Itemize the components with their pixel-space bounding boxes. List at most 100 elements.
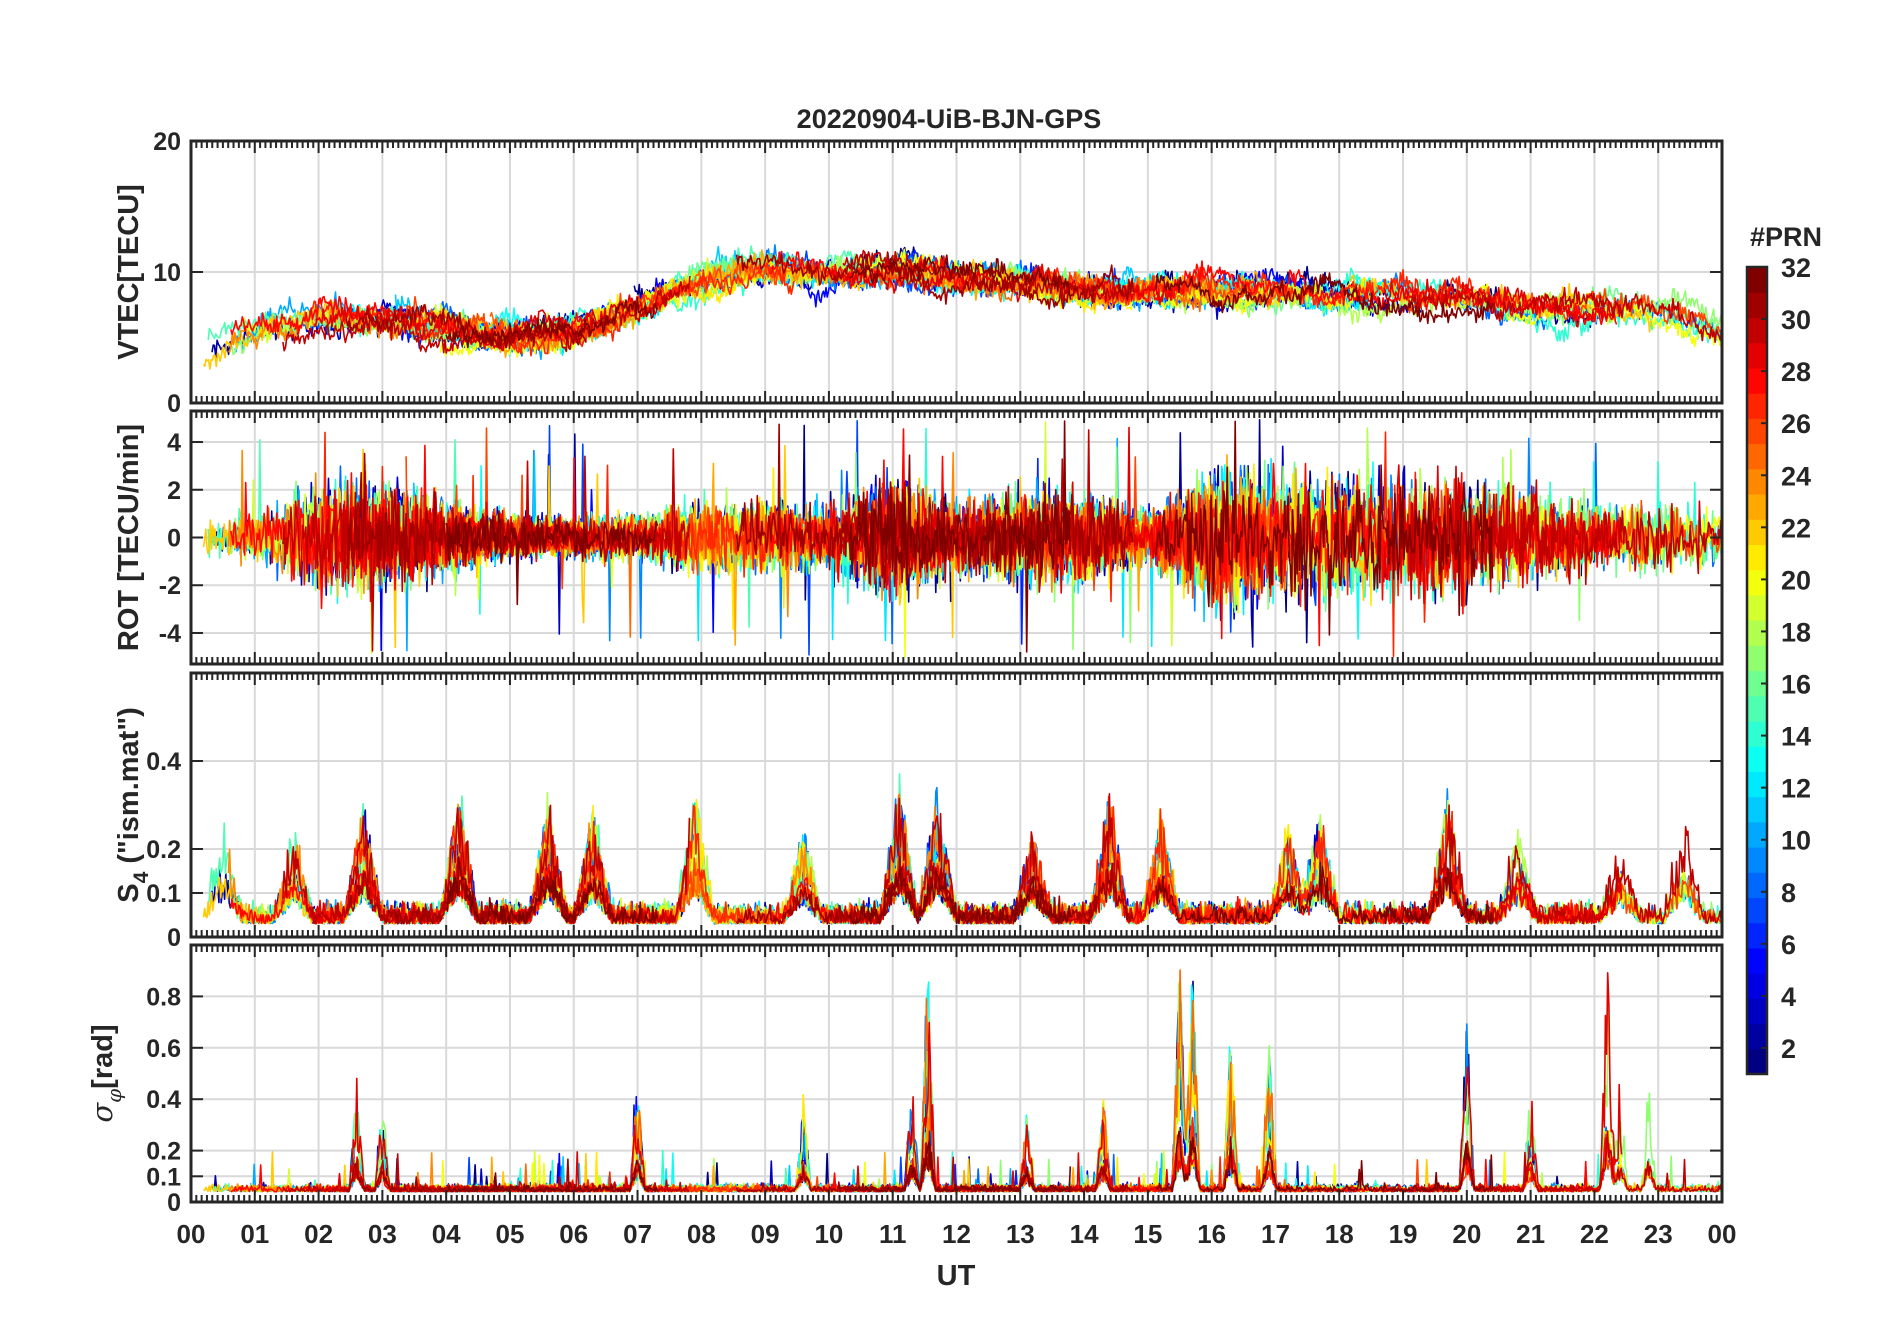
x-minor-ticks xyxy=(190,673,1723,937)
y-axis-label: ROT [TECU/min] xyxy=(113,424,145,651)
series-line-prn-9 xyxy=(1081,982,1572,1193)
colorbar-tick-label: 30 xyxy=(1781,305,1811,335)
x-tick-label: 04 xyxy=(432,1219,461,1249)
x-minor-ticks xyxy=(190,945,1723,1202)
colorbar-tick-label: 12 xyxy=(1781,774,1811,804)
y-tick-label: -4 xyxy=(159,620,181,648)
series-line-prn-5 xyxy=(1065,994,1369,1193)
colorbar-swatch xyxy=(1747,267,1767,293)
x-tick-label: 06 xyxy=(559,1219,588,1249)
colorbar-swatch xyxy=(1747,468,1767,495)
y-tick-label: 0 xyxy=(167,1189,181,1217)
y-axis-label: VTEC[TECU] xyxy=(113,184,145,360)
series-line-prn-26 xyxy=(1407,1133,1722,1193)
x-tick-label: 12 xyxy=(942,1219,971,1249)
colorbar-tick-label: 16 xyxy=(1781,670,1811,700)
colorbar-swatch xyxy=(1747,569,1767,596)
series-line-prn-32 xyxy=(445,1159,659,1193)
colorbar-swatch xyxy=(1747,519,1767,546)
series-line-prn-16 xyxy=(1550,1132,1722,1193)
x-tick-label: 05 xyxy=(495,1219,524,1249)
y-tick-label: 0.6 xyxy=(146,1035,181,1063)
colorbar-swatch xyxy=(1747,947,1767,974)
series-line-prn-30 xyxy=(1408,804,1722,925)
x-tick-label: 03 xyxy=(368,1219,397,1249)
series-line-prn-32 xyxy=(1155,420,1494,636)
colorbar-title: #PRN xyxy=(1750,222,1822,252)
y-tick-label: 0 xyxy=(167,390,181,418)
y-tick-label: 20 xyxy=(153,128,181,156)
colorbar-swatch xyxy=(1747,821,1767,848)
x-tick-label: 22 xyxy=(1580,1219,1609,1249)
x-tick-label: 01 xyxy=(240,1219,269,1249)
x-tick-label: 21 xyxy=(1516,1219,1545,1249)
series-line-prn-32 xyxy=(445,510,659,606)
colorbar-swatch xyxy=(1747,897,1767,924)
colorbar-swatch xyxy=(1747,544,1767,571)
x-tick-label: 00 xyxy=(177,1219,206,1249)
y-tick-label: 0.2 xyxy=(146,836,181,864)
y-tick-label: 0 xyxy=(167,924,181,952)
colorbar-swatch xyxy=(1747,418,1767,445)
panel-rot: -4 -2 0 2 4 ROT [TECU/min] xyxy=(113,409,1724,666)
colorbar-tick-label: 26 xyxy=(1781,409,1811,439)
series-line-prn-32 xyxy=(849,867,1072,925)
colorbar-swatch xyxy=(1747,292,1767,319)
series-line-prn-21 xyxy=(1068,998,1376,1193)
series-line-prn-29 xyxy=(1383,971,1623,1193)
series-line-prn-1 xyxy=(633,1054,1018,1193)
x-tick-label: 16 xyxy=(1197,1219,1226,1249)
x-tick-label: 13 xyxy=(1006,1219,1035,1249)
series-line-prn-32 xyxy=(445,296,659,349)
colorbar-swatch xyxy=(1747,443,1767,470)
series-line-prn-32 xyxy=(849,1140,1072,1193)
x-tick-label: 10 xyxy=(814,1219,843,1249)
colorbar-tick-label: 20 xyxy=(1781,565,1811,595)
x-tick-label: 19 xyxy=(1389,1219,1418,1249)
series-group xyxy=(202,418,1722,658)
colorbar-swatch xyxy=(1747,998,1767,1025)
y-axis-label: S4 ("ism.mat") xyxy=(113,707,153,903)
y-axis-label: σφ[rad] xyxy=(85,1024,126,1122)
x-minor-ticks xyxy=(190,411,1723,664)
colorbar-tick-label: 28 xyxy=(1781,357,1811,387)
series-line-prn-32 xyxy=(1155,861,1494,925)
colorbar-swatch xyxy=(1747,670,1767,697)
y-tick-label: 0.1 xyxy=(146,880,181,908)
colorbar-frame xyxy=(1745,265,1769,1076)
colorbar-swatch xyxy=(1747,720,1767,747)
colorbar-swatch xyxy=(1747,645,1767,672)
series-line-prn-29 xyxy=(1383,278,1622,328)
series-line-prn-27 xyxy=(1020,1116,1474,1193)
colorbar-tick-label: 6 xyxy=(1781,930,1796,960)
x-axis-label: UT xyxy=(937,1260,976,1292)
colorbar-tick-label: 10 xyxy=(1781,826,1811,856)
colorbar-swatch xyxy=(1747,342,1767,369)
chart-title: 20220904-UiB-BJN-GPS xyxy=(797,104,1102,134)
colorbar-swatch xyxy=(1747,1023,1767,1050)
colorbar-tick-label: 22 xyxy=(1781,513,1811,543)
colorbar-swatch xyxy=(1747,317,1767,344)
series-group xyxy=(202,244,1722,370)
series-line-prn-13 xyxy=(333,1105,829,1193)
y-tick-label: -2 xyxy=(159,572,181,600)
x-tick-label: 15 xyxy=(1133,1219,1162,1249)
colorbar-tick-label: 24 xyxy=(1781,461,1811,491)
x-tick-label: 08 xyxy=(687,1219,716,1249)
y-tick-label: 2 xyxy=(167,477,181,505)
colorbar-tick-label: 14 xyxy=(1781,722,1811,752)
colorbar-swatch xyxy=(1747,393,1767,419)
colorbar-tick-label: 2 xyxy=(1781,1034,1796,1064)
x-tick-label: 02 xyxy=(304,1219,333,1249)
y-tick-label: 4 xyxy=(167,429,181,457)
colorbar-swatch xyxy=(1747,847,1767,873)
grid xyxy=(191,945,1722,1202)
panel-s4: 0 0.1 0.2 0.4S4 ("ism.mat") xyxy=(113,671,1724,952)
x-tick-label: 09 xyxy=(751,1219,780,1249)
colorbar-swatch xyxy=(1747,367,1767,394)
series-line-prn-13 xyxy=(919,981,1394,1193)
colorbar-swatch xyxy=(1747,973,1767,999)
